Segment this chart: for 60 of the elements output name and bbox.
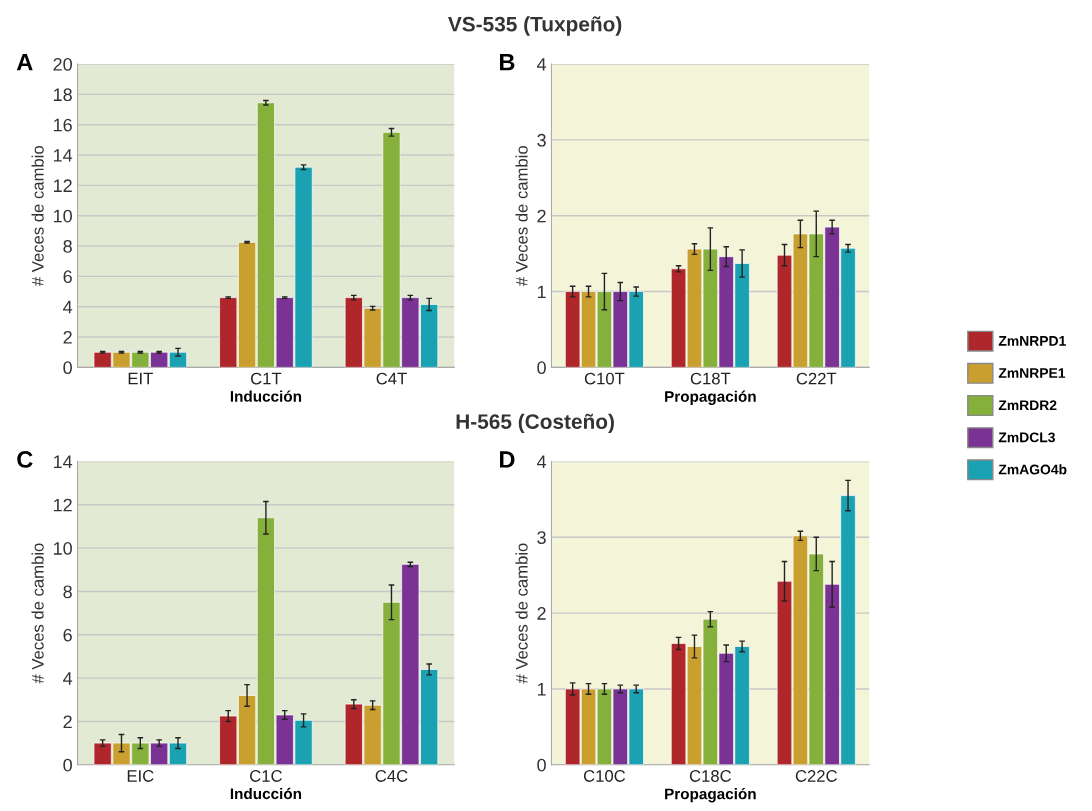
x-tick-label: C1C	[250, 770, 282, 782]
x-tick-label: C4C	[375, 770, 408, 782]
x-tick-label: C22T	[796, 372, 837, 385]
x-tick-label: C18T	[690, 372, 731, 385]
y-axis-title: # Veces de cambio	[31, 543, 44, 684]
x-tick-label: EIC	[127, 770, 154, 782]
y-tick-label: 14	[53, 455, 73, 468]
text: H-565 (Costeño)	[456, 413, 614, 434]
y-tick-label: 0	[63, 361, 72, 375]
text: VS-535 (Tuxpeño)	[448, 16, 622, 36]
y-tick-label: 2	[63, 715, 72, 728]
y-axis-title: # Veces de cambio	[515, 543, 528, 684]
y-axis-title: # Veces de cambio	[31, 146, 44, 287]
legend-label: ZmAGO4b	[998, 464, 1067, 475]
y-tick-label: 2	[537, 607, 546, 620]
x-tick-label: C10T	[584, 372, 625, 385]
legend-label: ZmNRPD1	[998, 336, 1066, 346]
x-axis-title: Inducción	[230, 787, 302, 800]
y-tick-label: 0	[537, 361, 546, 375]
y-tick-label: 10	[53, 209, 72, 223]
x-tick-label: C10C	[583, 770, 626, 782]
y-tick-label: 4	[63, 300, 73, 314]
legend-label: ZmNRPE1	[998, 368, 1066, 378]
y-tick-label: 4	[63, 672, 73, 685]
x-tick-label: C22C	[795, 770, 837, 782]
legend-label: ZmDCL3	[998, 432, 1055, 443]
y-tick-label: 3	[537, 133, 546, 147]
y-tick-label: 10	[53, 542, 72, 555]
x-tick-label: C18C	[689, 770, 732, 782]
y-tick-label: 16	[53, 118, 72, 132]
y-tick-label: 20	[53, 58, 72, 71]
y-tick-label: 8	[63, 239, 72, 253]
text: C	[17, 451, 33, 468]
text: A	[16, 53, 33, 71]
y-tick-label: 3	[537, 531, 546, 545]
x-axis-title: Inducción	[230, 390, 302, 402]
y-tick-label: 8	[63, 585, 72, 599]
y-tick-label: 2	[63, 330, 72, 344]
y-tick-label: 4	[536, 455, 547, 468]
legend-label: ZmRDR2	[998, 400, 1057, 410]
y-tick-label: 0	[537, 758, 546, 772]
x-tick-label: C4T	[376, 372, 407, 385]
x-axis-title: Propagación	[665, 787, 756, 803]
y-tick-label: 6	[63, 628, 72, 642]
y-tick-label: 12	[53, 179, 72, 192]
text: D	[500, 451, 515, 468]
y-tick-label: 1	[537, 285, 546, 299]
x-tick-label: C1T	[251, 372, 282, 385]
y-tick-label: 2	[537, 209, 546, 223]
x-axis-title: Propagación	[665, 390, 756, 405]
y-tick-label: 6	[63, 270, 72, 284]
y-axis-title: # Veces de cambio	[515, 146, 528, 287]
y-tick-label: 18	[53, 88, 72, 102]
x-tick-label: EIT	[128, 372, 153, 385]
text: B	[500, 53, 515, 71]
y-tick-label: 4	[536, 58, 547, 71]
y-tick-label: 12	[53, 498, 72, 512]
y-tick-label: 1	[537, 683, 546, 696]
y-tick-label: 14	[53, 149, 73, 162]
y-tick-label: 0	[63, 758, 72, 772]
